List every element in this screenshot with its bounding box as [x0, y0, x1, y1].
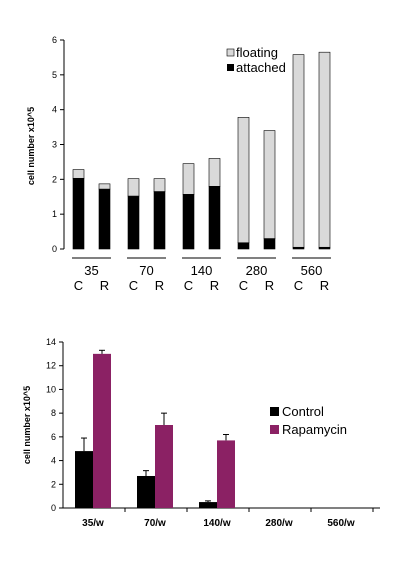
y-tick-label: 2 — [52, 174, 57, 184]
bar-rapamycin — [217, 440, 235, 508]
bar-rapamycin — [93, 353, 111, 508]
legend-swatch-floating — [226, 48, 235, 57]
bar-attached — [182, 194, 195, 250]
bar-floating — [318, 51, 331, 248]
group-label: 140 — [191, 263, 213, 278]
group-label: 560 — [301, 263, 323, 278]
x-tick-label: C — [294, 278, 303, 293]
chart-top-legend: floating attached — [226, 45, 286, 75]
bar-floating — [208, 158, 221, 187]
x-tick-label: R — [210, 278, 219, 293]
y-tick-label: 0 — [52, 244, 57, 254]
bar-attached — [98, 188, 111, 250]
bar-attached — [263, 238, 276, 250]
bar-floating — [237, 117, 250, 244]
legend-swatch-rapamycin — [270, 425, 279, 434]
chart-bottom: cell number x10^5 0 2 4 6 8 10 12 14 35/w 70/w 14… — [22, 337, 380, 529]
x-tick-label: 560/w — [327, 518, 354, 529]
chart-bottom-x-labels: 35/w 70/w 140/w 280/w 560/w — [82, 508, 374, 529]
y-tick-label: 12 — [46, 361, 56, 371]
bar-floating — [127, 178, 140, 197]
chart-top-bars — [72, 51, 331, 250]
bar-floating — [292, 54, 305, 248]
bar-attached — [208, 186, 221, 250]
bar-control — [199, 502, 217, 508]
y-tick-label: 1 — [52, 209, 57, 219]
bar-control — [75, 451, 93, 508]
x-tick-label: C — [239, 278, 248, 293]
bar-attached — [237, 242, 250, 250]
bar-rapamycin — [155, 425, 173, 508]
y-tick-label: 4 — [52, 105, 57, 115]
bar-attached — [127, 195, 140, 250]
bar-attached — [153, 191, 166, 250]
legend-swatch-attached — [227, 64, 234, 71]
x-tick-label: 280/w — [265, 518, 292, 529]
y-tick-label: 6 — [51, 432, 56, 442]
legend-label-attached: attached — [236, 60, 286, 75]
y-tick-label: 6 — [52, 35, 57, 45]
chart-top-yticks: 0 1 2 3 4 5 6 — [52, 35, 64, 254]
chart-bottom-legend: Control Rapamycin — [270, 404, 347, 437]
x-tick-label: C — [129, 278, 138, 293]
x-tick-label: C — [184, 278, 193, 293]
x-tick-label: C — [74, 278, 83, 293]
chart-top-ylabel: cell number x10^5 — [26, 107, 36, 185]
bar-control — [137, 475, 155, 508]
y-tick-label: 5 — [52, 70, 57, 80]
bar-floating — [72, 169, 85, 179]
legend-swatch-control — [270, 407, 279, 416]
y-tick-label: 2 — [51, 479, 56, 489]
chart-top-group-labels: C R C R C R C R C R35 70 140 280 560 — [72, 257, 331, 293]
bar-attached — [72, 177, 85, 250]
x-tick-label: 70/w — [144, 518, 166, 529]
chart-bottom-bars — [75, 349, 235, 508]
bar-floating — [98, 183, 111, 190]
x-tick-label: 35/w — [82, 518, 104, 529]
x-tick-label: 140/w — [203, 518, 230, 529]
bar-floating — [263, 130, 276, 239]
bar-floating — [153, 178, 166, 192]
chart-bottom-yticks: 0 2 4 6 8 10 12 14 — [46, 337, 63, 513]
y-tick-label: 0 — [51, 503, 56, 513]
y-tick-label: 3 — [52, 140, 57, 150]
legend-label-rapamycin: Rapamycin — [282, 422, 347, 437]
chart-bottom-ylabel: cell number x10^5 — [22, 386, 32, 464]
y-tick-label: 4 — [51, 456, 56, 466]
legend-label-floating: floating — [236, 45, 278, 60]
y-tick-label: 14 — [46, 337, 56, 347]
x-tick-label: R — [320, 278, 329, 293]
x-tick-label: R — [155, 278, 164, 293]
legend-label-control: Control — [282, 404, 324, 419]
group-label: 280 — [246, 263, 268, 278]
group-label: 70 — [139, 263, 153, 278]
y-tick-label: 10 — [46, 384, 56, 394]
x-tick-label: R — [100, 278, 109, 293]
y-tick-label: 8 — [51, 408, 56, 418]
group-label: 35 — [84, 263, 98, 278]
bar-floating — [182, 163, 195, 195]
x-tick-label: R — [265, 278, 274, 293]
